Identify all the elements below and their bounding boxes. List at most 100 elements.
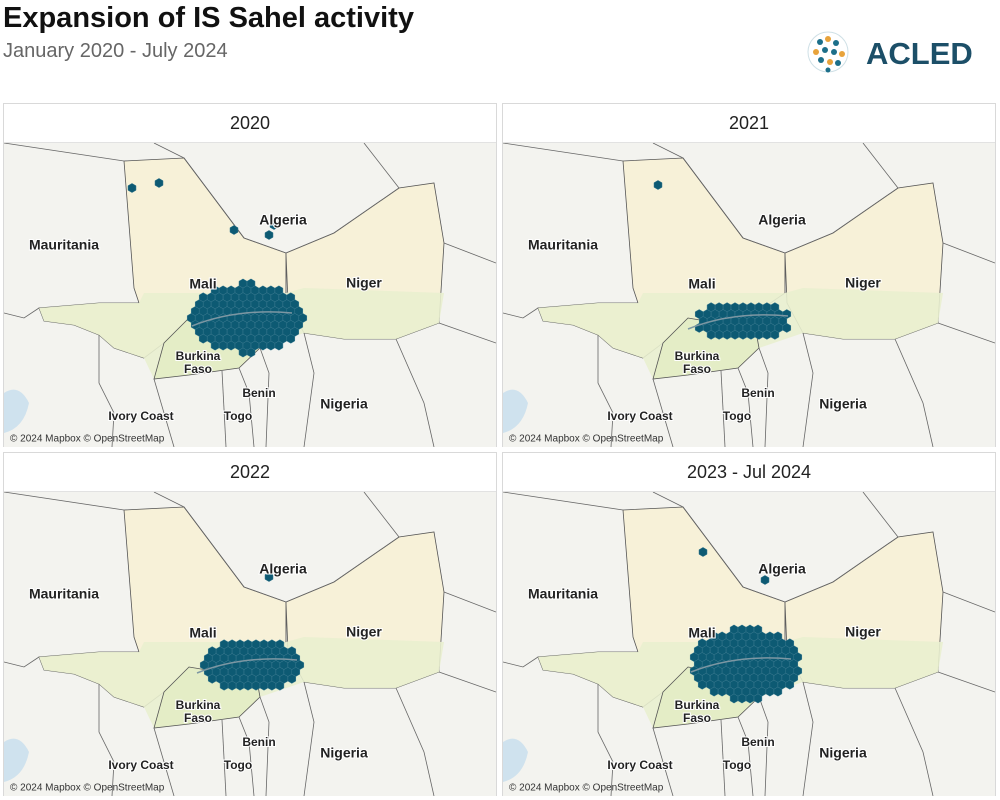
country-label: Ivory Coast [108,409,173,423]
country-label: Nigeria [819,396,867,412]
river [687,314,789,330]
event-hex [782,323,792,333]
event-hex [235,680,245,691]
map-panel: 2023 - Jul 2024 Algeria Mauritania Mali Nige… [502,452,996,796]
map: Algeria Mauritania Mali Niger Benin Nigeria Iv… [4,143,496,447]
event-hex [258,340,268,351]
event-hex [653,180,663,190]
event-hex [264,230,274,240]
border [438,671,496,693]
map: Algeria Mauritania Mali Niger Benin Nigeria Iv… [503,492,995,796]
border [153,492,245,588]
event-hex [697,679,707,690]
country-label: Burkina [675,698,720,712]
country-label: Faso [184,711,212,725]
country-label: Algeria [259,561,307,577]
panel-title: 2023 - Jul 2024 [503,453,995,492]
border [259,696,270,796]
border [720,719,726,796]
attribution: © 2024 Mapbox © OpenStreetMap [10,434,165,445]
border [238,716,255,796]
border [363,492,400,538]
country-label: Niger [845,275,881,291]
border [802,332,814,447]
event-hex [287,673,297,684]
event-hex [238,347,248,358]
event-hex [229,225,239,235]
country-label: Togo [723,409,751,423]
border [259,347,270,447]
border [363,143,400,189]
event-hex [714,329,724,340]
country-label: Niger [346,624,382,640]
country-label: Burkina [176,349,221,363]
country-label: Togo [224,758,252,772]
border [937,671,995,693]
border [894,338,934,447]
border [652,492,744,588]
event-hex [198,333,208,344]
country-label: Nigeria [320,745,368,761]
event-hex [259,680,269,691]
country-label: Mauritania [29,586,99,602]
event-hex [219,680,229,691]
border [438,322,496,344]
country-label: Algeria [758,561,806,577]
border [942,591,995,613]
event-hex [770,329,780,340]
border [942,242,995,264]
country-label: Nigeria [819,745,867,761]
panel-title: 2021 [503,104,995,143]
event-hex [753,693,763,704]
event-hex [738,329,748,340]
border [758,696,769,796]
border [221,370,227,447]
event-hex [746,329,756,340]
event-hex [267,680,277,691]
river [196,658,298,674]
attribution: © 2024 Mapbox © OpenStreetMap [509,783,664,794]
map-panel: 2020 Algeria Mauritania Mali Niger Benin Niger… [3,103,497,447]
border [937,322,995,344]
border [4,656,40,668]
river [690,657,792,673]
border [503,143,624,162]
country-label: Ivory Coast [108,758,173,772]
border [443,242,496,264]
country-label: Mali [688,625,715,641]
event-hex [251,680,261,691]
event-hex [762,329,772,340]
border [597,335,614,447]
event-hex [269,220,279,230]
water [4,738,29,782]
event-hex [266,340,276,351]
country-label: Faso [184,362,212,376]
event-hex [207,673,217,684]
water [503,738,528,782]
water [503,389,528,433]
border [862,143,899,189]
country-label: Benin [242,386,275,400]
event-hex [709,686,719,697]
event-hex [226,340,236,351]
border [652,378,674,447]
event-hex [765,686,775,697]
border [443,591,496,613]
border [153,378,175,447]
border [652,143,744,239]
country-label: Burkina [176,698,221,712]
event-hex [127,183,137,193]
border [395,338,435,447]
border [503,492,624,511]
border [303,332,315,447]
border [737,367,754,447]
border [597,684,614,796]
event-hex [275,680,285,691]
border [153,727,175,796]
border [4,143,125,162]
border [153,143,245,239]
country-label: Mali [189,625,216,641]
country-label: Benin [741,386,774,400]
border [221,719,227,796]
subtitle: January 2020 - July 2024 [3,40,228,62]
